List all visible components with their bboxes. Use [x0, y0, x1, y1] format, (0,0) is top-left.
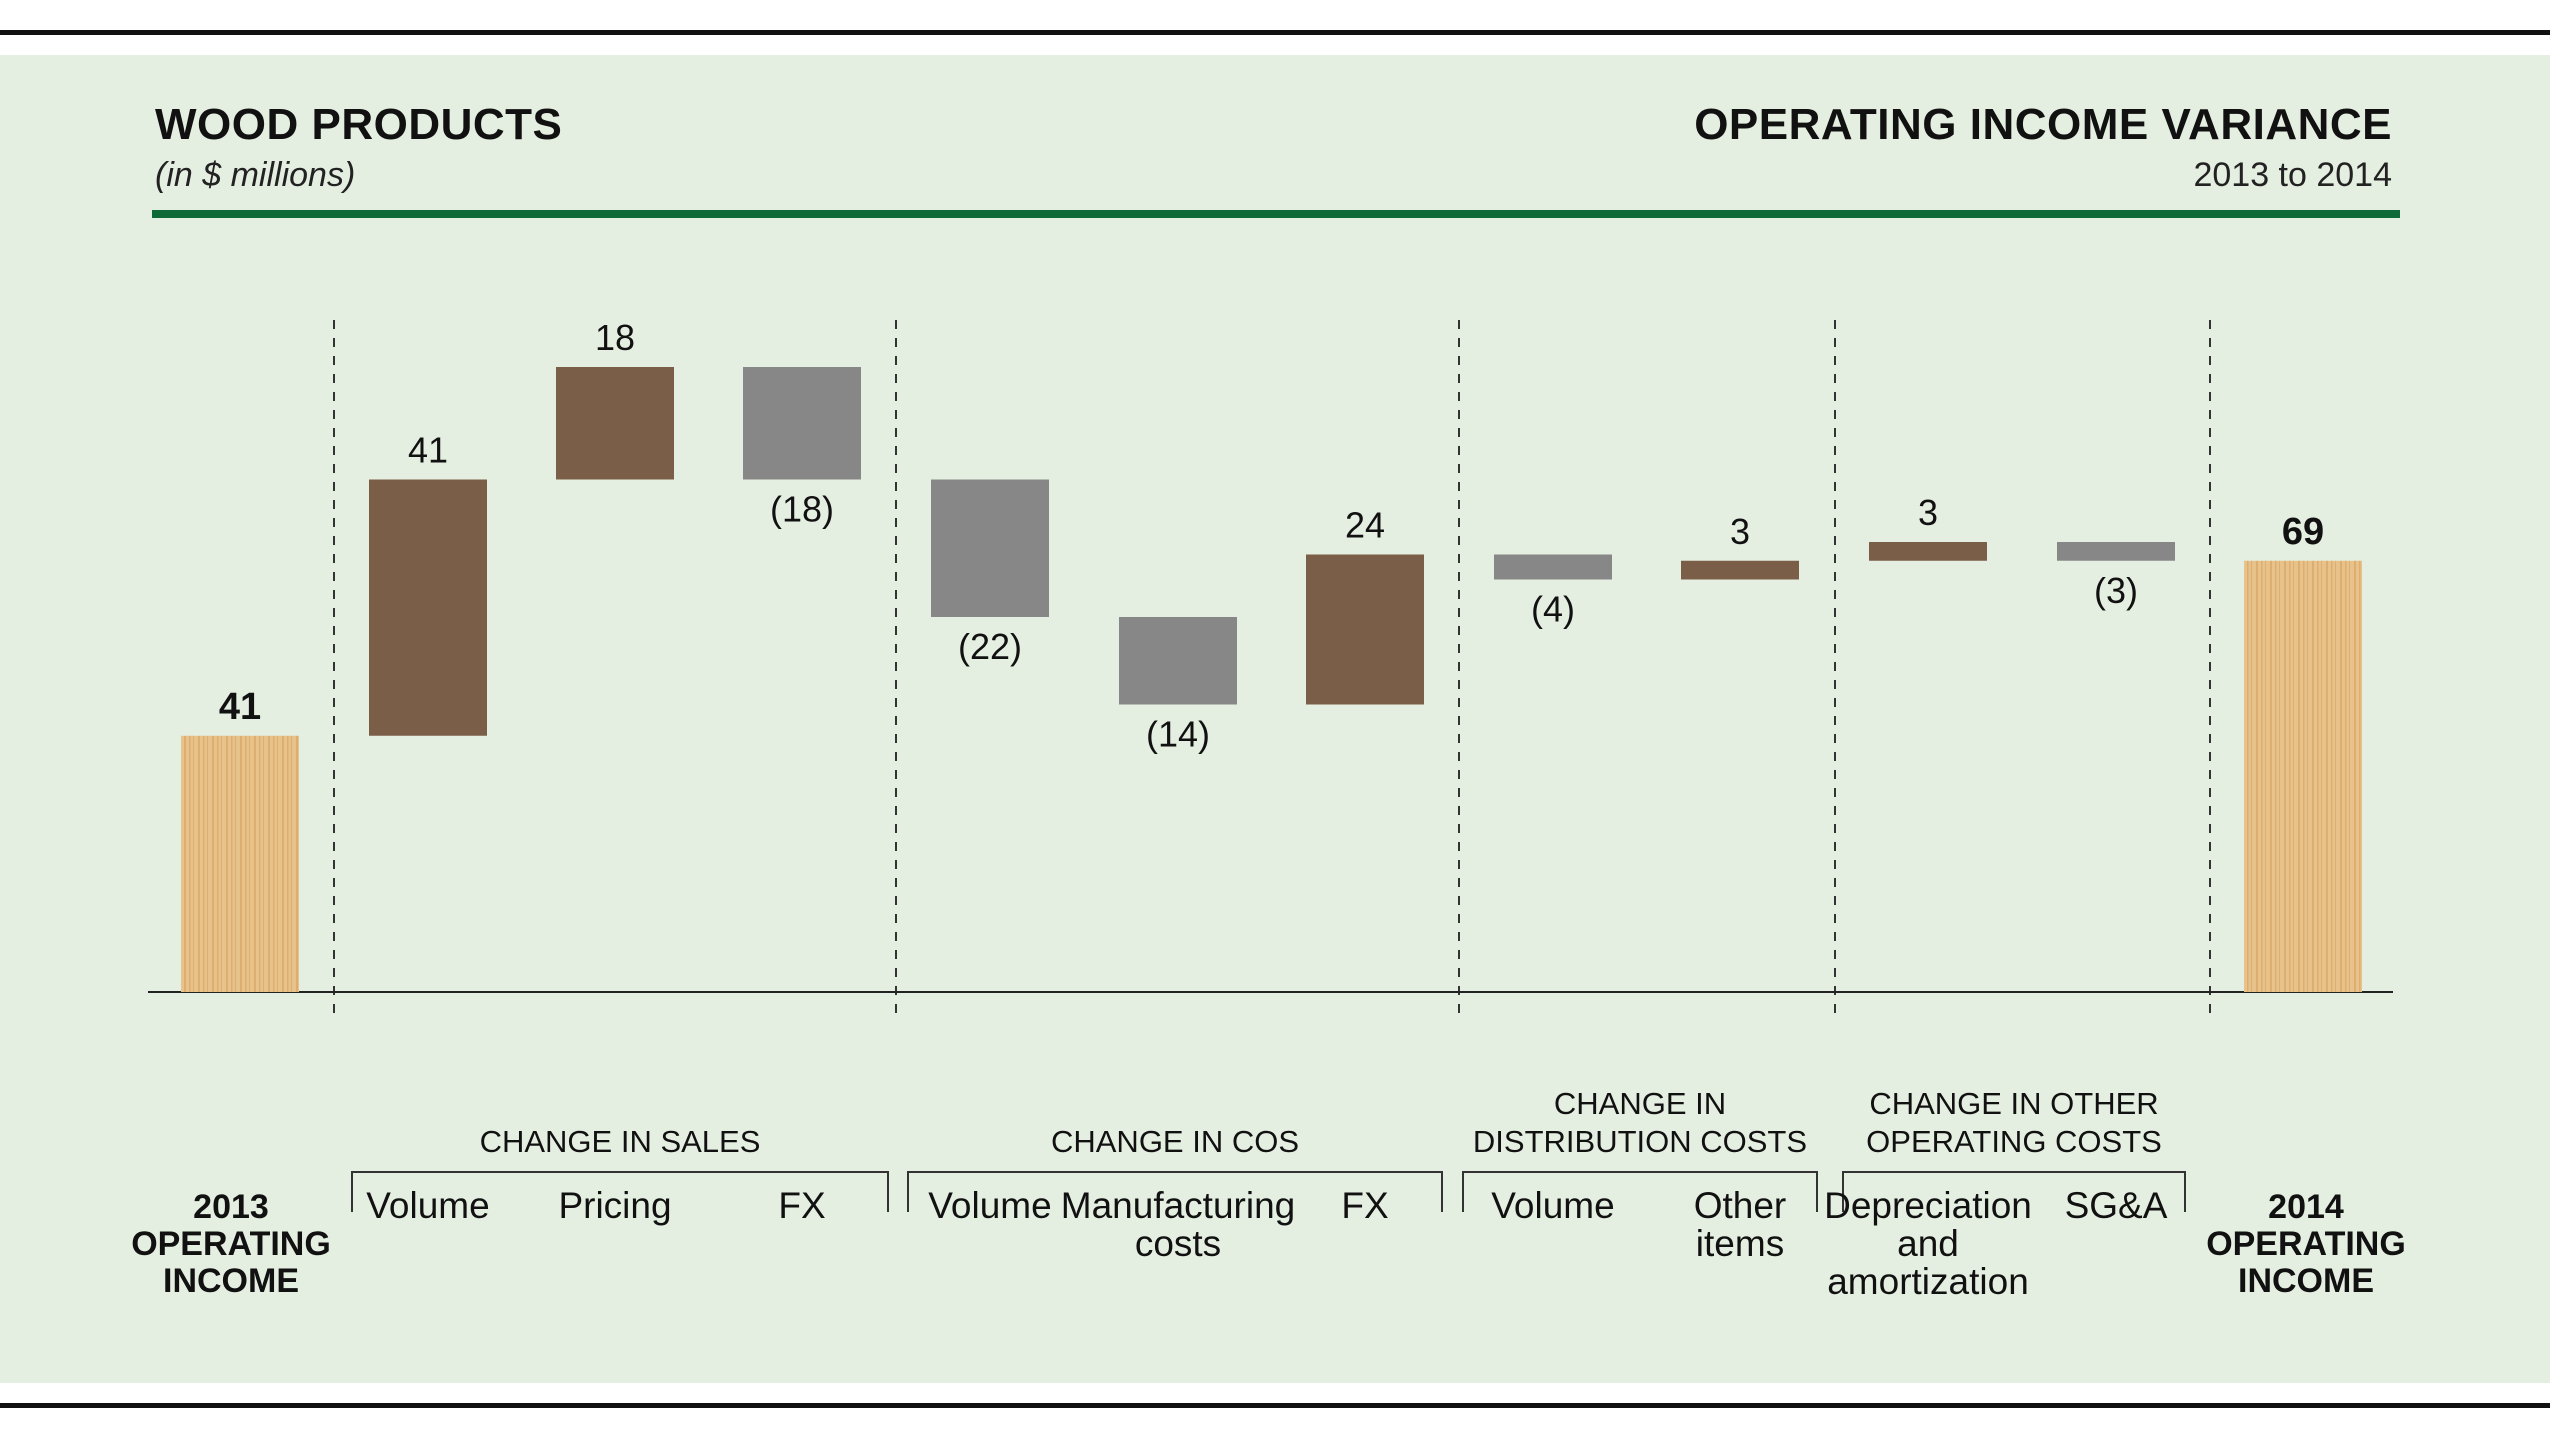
category-label: Depreciation and amortization — [1824, 1185, 2032, 1302]
waterfall-bar — [369, 479, 487, 736]
bar-value-label: 24 — [1345, 505, 1385, 546]
bar-value-label: 41 — [408, 430, 448, 471]
bar-value-label: (4) — [1531, 589, 1575, 630]
group-bracket — [1462, 1171, 1818, 1212]
waterfall-bar — [931, 479, 1049, 617]
group-title: CHANGE IN OTHER OPERATING COSTS — [1866, 1086, 2162, 1159]
bottom-border-rule — [0, 1403, 2550, 1408]
category-label: Volume — [366, 1185, 489, 1226]
end-total-bar — [2244, 560, 2362, 992]
bar-value-label: (22) — [958, 626, 1022, 667]
chart-title: WOOD PRODUCTS — [155, 100, 563, 149]
header-rule — [152, 210, 2400, 218]
bar-value-label: (14) — [1146, 714, 1210, 755]
category-label: SG&A — [2065, 1185, 2168, 1226]
end-category-label: 2014 OPERATING INCOME — [2206, 1188, 2406, 1300]
start-category-label: 2013 OPERATING INCOME — [131, 1188, 331, 1300]
start-value-label: 41 — [219, 686, 261, 728]
waterfall-bar — [1869, 542, 1987, 561]
period-subtitle: 2013 to 2014 — [2193, 156, 2392, 194]
waterfall-bar — [2057, 542, 2175, 561]
waterfall-bar — [556, 367, 674, 480]
waterfall-bar — [1306, 554, 1424, 705]
variance-title: OPERATING INCOME VARIANCE — [1694, 100, 2392, 149]
bar-value-label: 3 — [1918, 492, 1938, 533]
waterfall-bar — [1494, 554, 1612, 580]
group-title: CHANGE IN COS — [1051, 1124, 1299, 1159]
start-total-bar — [181, 735, 299, 992]
category-label: Other items — [1694, 1185, 1787, 1264]
bar-value-label: (3) — [2094, 570, 2138, 611]
category-label: FX — [1341, 1185, 1388, 1226]
group-title: CHANGE IN DISTRIBUTION COSTS — [1473, 1086, 1807, 1159]
bar-value-label: 3 — [1730, 511, 1750, 552]
units-subtitle: (in $ millions) — [155, 156, 356, 194]
category-label: Pricing — [558, 1185, 671, 1226]
waterfall-bar — [743, 367, 861, 480]
group-bracket — [351, 1171, 889, 1212]
category-label: Volume — [928, 1185, 1051, 1226]
category-label: FX — [778, 1185, 825, 1226]
bar-value-label: 18 — [595, 317, 635, 358]
top-border-rule — [0, 30, 2550, 35]
group-bracket — [1842, 1171, 2186, 1212]
category-label: Volume — [1491, 1185, 1614, 1226]
group-bracket — [907, 1171, 1443, 1212]
bar-value-label: (18) — [770, 489, 834, 530]
waterfall-bar — [1681, 560, 1799, 580]
category-label: Manufacturing costs — [1061, 1185, 1295, 1264]
waterfall-bar — [1119, 617, 1237, 705]
group-title: CHANGE IN SALES — [480, 1124, 761, 1159]
end-value-label: 69 — [2282, 511, 2324, 553]
